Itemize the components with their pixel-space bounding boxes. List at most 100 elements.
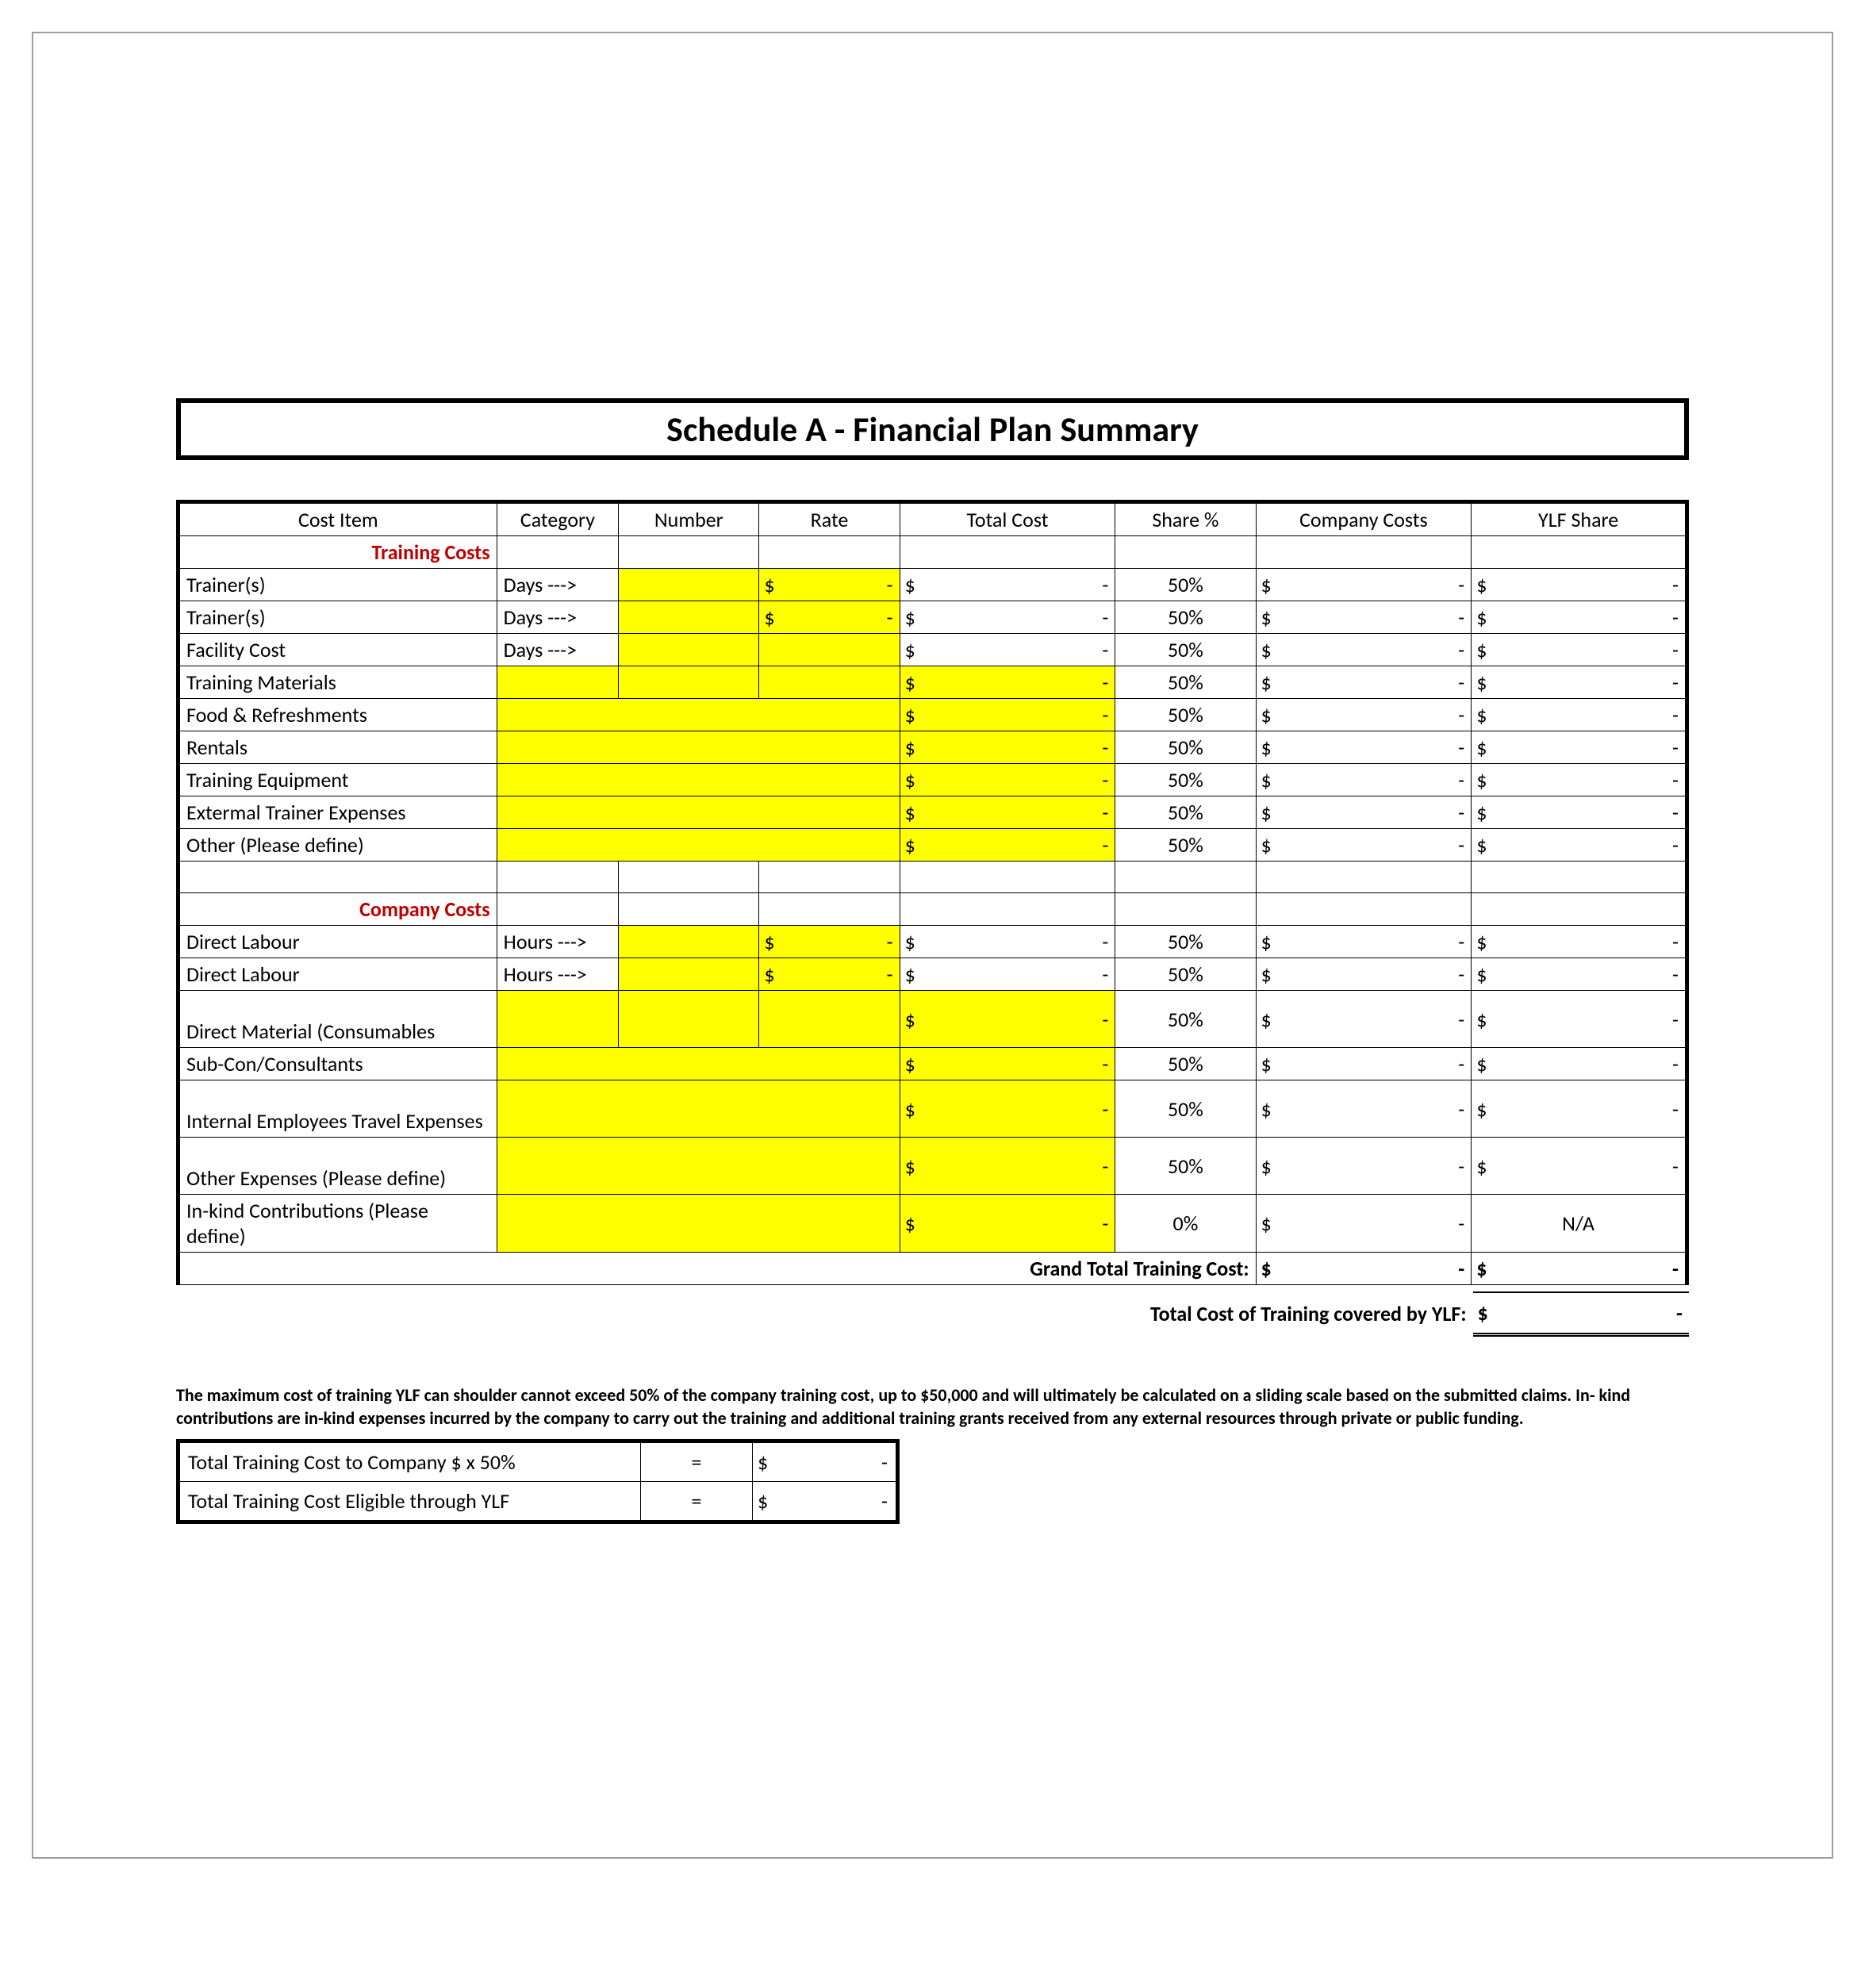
table-row: Rentals$-50%$-$-	[178, 731, 1687, 764]
table-row: Facility CostDays --->$-50%$-$-	[178, 634, 1687, 666]
share-cell: 50%	[1115, 1048, 1256, 1080]
note-text: The maximum cost of training YLF can sho…	[176, 1384, 1689, 1430]
table-cell: $-	[900, 699, 1115, 731]
cost-item: Food & Refreshments	[178, 699, 497, 731]
table-cell: $-	[1472, 764, 1687, 796]
rate-cell[interactable]: $-	[759, 601, 900, 634]
input-cell[interactable]	[497, 1080, 900, 1138]
rate-cell[interactable]: $-	[759, 958, 900, 991]
number-cell[interactable]	[619, 634, 759, 666]
summary-table: Total Training Cost to Company $ x 50%=$…	[176, 1439, 900, 1524]
category-cell[interactable]	[497, 666, 619, 699]
rate-cell[interactable]	[759, 634, 900, 666]
summary-value: $-	[753, 1482, 898, 1522]
cost-item: Other (Please define)	[178, 829, 497, 862]
rate-cell[interactable]: $-	[759, 926, 900, 958]
share-cell: 50%	[1115, 1080, 1256, 1138]
table-cell: $-	[900, 569, 1115, 601]
table-cell: $-	[1472, 991, 1687, 1048]
category-cell[interactable]	[497, 991, 619, 1048]
table-cell: $-	[1472, 699, 1687, 731]
number-cell[interactable]	[619, 666, 759, 699]
number-cell[interactable]	[619, 926, 759, 958]
rate-cell[interactable]: $-	[759, 569, 900, 601]
table-cell: $-	[1256, 926, 1472, 958]
table-cell: $-	[900, 731, 1115, 764]
input-cell[interactable]	[497, 796, 900, 829]
cost-item: Training Equipment	[178, 764, 497, 796]
share-cell: 50%	[1115, 764, 1256, 796]
share-cell: 0%	[1115, 1195, 1256, 1253]
table-cell	[1115, 536, 1256, 569]
col-header: Share %	[1115, 502, 1256, 536]
summary-row: Total Training Cost Eligible through YLF…	[178, 1482, 898, 1522]
table-cell	[497, 893, 619, 926]
table-row: Training Equipment$-50%$-$-	[178, 764, 1687, 796]
table-cell	[619, 893, 759, 926]
table-row: Direct LabourHours --->$-$-50%$-$-	[178, 958, 1687, 991]
table-cell	[759, 893, 900, 926]
table-cell	[1115, 893, 1256, 926]
cost-item: Direct Material (Consumables	[178, 991, 497, 1048]
table-cell: $-	[1256, 764, 1472, 796]
table-cell	[900, 536, 1115, 569]
spacer-row	[178, 862, 1687, 893]
number-cell[interactable]	[619, 991, 759, 1048]
table-row: In-kind Contributions (Please define) $-0…	[178, 1195, 1687, 1253]
table-cell: $-	[900, 829, 1115, 862]
table-cell: $-	[1472, 601, 1687, 634]
input-cell[interactable]	[497, 764, 900, 796]
cost-item: Rentals	[178, 731, 497, 764]
input-cell[interactable]	[497, 731, 900, 764]
input-cell[interactable]	[497, 699, 900, 731]
share-cell: 50%	[1115, 601, 1256, 634]
section-header: Training Costs	[178, 536, 497, 569]
table-row: Food & Refreshments$-50%$-$-	[178, 699, 1687, 731]
col-header: Company Costs	[1256, 502, 1472, 536]
equals-sign: =	[641, 1482, 753, 1522]
table-cell: $-	[900, 1138, 1115, 1195]
table-row: Extermal Trainer Expenses$-50%$-$-	[178, 796, 1687, 829]
table-cell	[497, 536, 619, 569]
table-cell: $-	[900, 796, 1115, 829]
equals-sign: =	[641, 1441, 753, 1482]
page: Schedule A - Financial Plan Summary Cost…	[32, 32, 1833, 1859]
section-header: Company Costs	[178, 893, 497, 926]
table-cell: $-	[1256, 1138, 1472, 1195]
share-cell: 50%	[1115, 829, 1256, 862]
table-row: Direct LabourHours --->$-$-50%$-$-	[178, 926, 1687, 958]
input-cell[interactable]	[497, 829, 900, 862]
table-cell: $-	[1256, 1195, 1472, 1253]
cost-item: Trainer(s)	[178, 569, 497, 601]
table-cell: $-	[900, 634, 1115, 666]
share-cell: 50%	[1115, 666, 1256, 699]
table-cell: $-	[900, 1195, 1115, 1253]
table-cell: $-	[1256, 829, 1472, 862]
category-cell: Days --->	[497, 634, 619, 666]
share-cell: 50%	[1115, 731, 1256, 764]
table-cell: N/A	[1472, 1195, 1687, 1253]
table-cell: $-	[900, 1080, 1115, 1138]
cost-item: In-kind Contributions (Please define)	[178, 1195, 497, 1253]
table-cell: $-	[1256, 796, 1472, 829]
share-cell: 50%	[1115, 634, 1256, 666]
number-cell[interactable]	[619, 958, 759, 991]
table-cell: $-	[1256, 1048, 1472, 1080]
cost-item: Facility Cost	[178, 634, 497, 666]
rate-cell[interactable]	[759, 666, 900, 699]
table-row: Direct Material (Consumables$-50%$-$-	[178, 991, 1687, 1048]
share-cell: 50%	[1115, 569, 1256, 601]
main-table: Cost Item Category Number Rate Total Cos…	[176, 500, 1689, 1285]
table-cell: $-	[1256, 1253, 1472, 1285]
input-cell[interactable]	[497, 1195, 900, 1253]
table-cell: $-	[1472, 731, 1687, 764]
number-cell[interactable]	[619, 601, 759, 634]
table-cell: $-	[1472, 958, 1687, 991]
input-cell[interactable]	[497, 1138, 900, 1195]
input-cell[interactable]	[497, 1048, 900, 1080]
number-cell[interactable]	[619, 569, 759, 601]
covered-row: Total Cost of Training covered by YLF: $…	[176, 1291, 1689, 1337]
table-row: Internal Employees Travel Expenses$-50%$…	[178, 1080, 1687, 1138]
rate-cell[interactable]	[759, 991, 900, 1048]
table-cell: $-	[1256, 666, 1472, 699]
